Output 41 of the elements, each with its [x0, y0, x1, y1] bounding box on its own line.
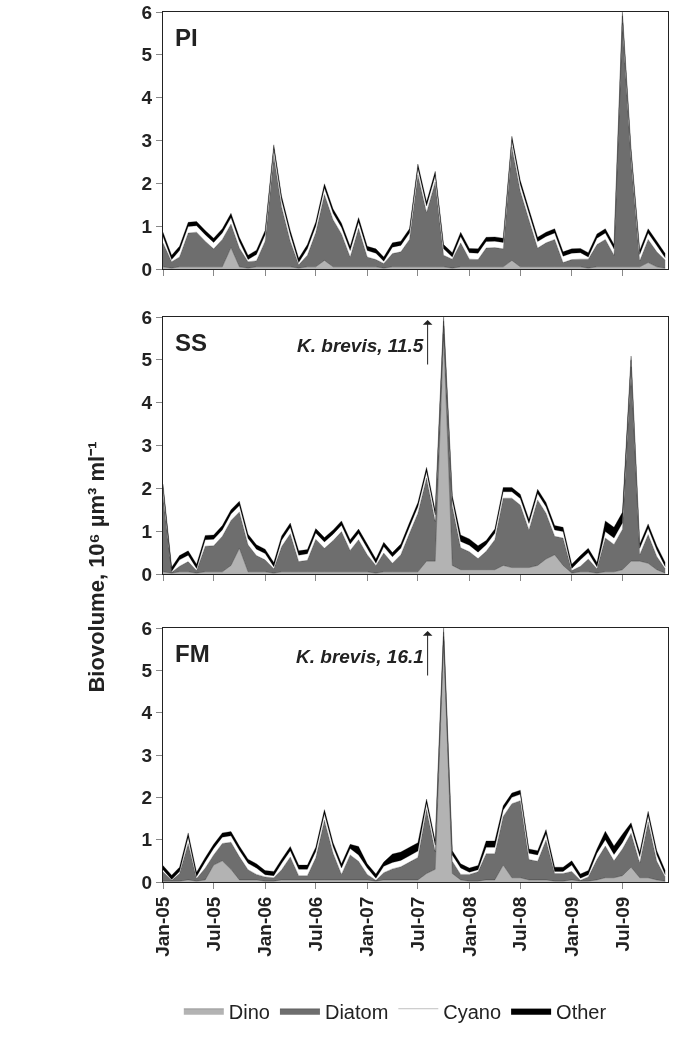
y-tick-label: 3 [141, 744, 153, 766]
legend-label: Other [556, 1000, 607, 1023]
x-tick-label: Jul-08 [509, 896, 531, 952]
legend-label: Diatom [324, 1000, 389, 1023]
y-tick-label: 0 [141, 871, 153, 893]
y-tick-label: 6 [141, 306, 153, 328]
y-tick-label: 5 [141, 349, 153, 371]
x-tick-label: Jul-06 [304, 896, 326, 952]
y-axis-title: Biovolume, 10⁶ µm³ ml⁻¹ [83, 440, 110, 695]
y-tick-label: 2 [141, 786, 153, 808]
x-tick-label: Jul-07 [407, 896, 429, 952]
x-tick-label: Jul-09 [611, 896, 633, 952]
y-tick-label: 3 [141, 435, 153, 457]
text: PI [175, 24, 198, 51]
y-tick-label: 4 [141, 702, 153, 724]
y-tick-label: 2 [141, 477, 153, 499]
legend-label: Dino [228, 1000, 270, 1023]
y-tick-label: 2 [141, 172, 153, 194]
x-tick-label: Jul-05 [202, 896, 224, 952]
y-tick-label: 4 [141, 392, 153, 414]
annotation: K. brevis, 11.5 [297, 335, 424, 356]
y-tick-label: 5 [141, 44, 153, 66]
y-tick-label: 1 [141, 215, 153, 237]
y-tick-label: 0 [141, 258, 153, 280]
x-tick-label: Jan-06 [254, 896, 276, 957]
annotation: K. brevis, 16.1 [296, 646, 424, 667]
y-tick-label: 0 [141, 563, 153, 585]
y-tick-label: 4 [141, 87, 153, 109]
y-tick-label: 6 [141, 617, 153, 639]
y-tick-label: 5 [141, 659, 153, 681]
y-tick-label: 6 [141, 1, 153, 23]
x-tick-label: Jan-08 [458, 896, 480, 957]
text: SS [175, 329, 208, 356]
x-tick-label: Jan-07 [356, 896, 378, 957]
y-tick-label: 3 [141, 130, 153, 152]
legend-label: Cyano [443, 1000, 502, 1023]
text: FM [175, 640, 210, 667]
y-tick-label: 1 [141, 829, 153, 851]
y-tick-label: 1 [141, 520, 153, 542]
x-tick-label: Jan-09 [560, 896, 582, 957]
x-tick-label: Jan-05 [152, 896, 174, 957]
